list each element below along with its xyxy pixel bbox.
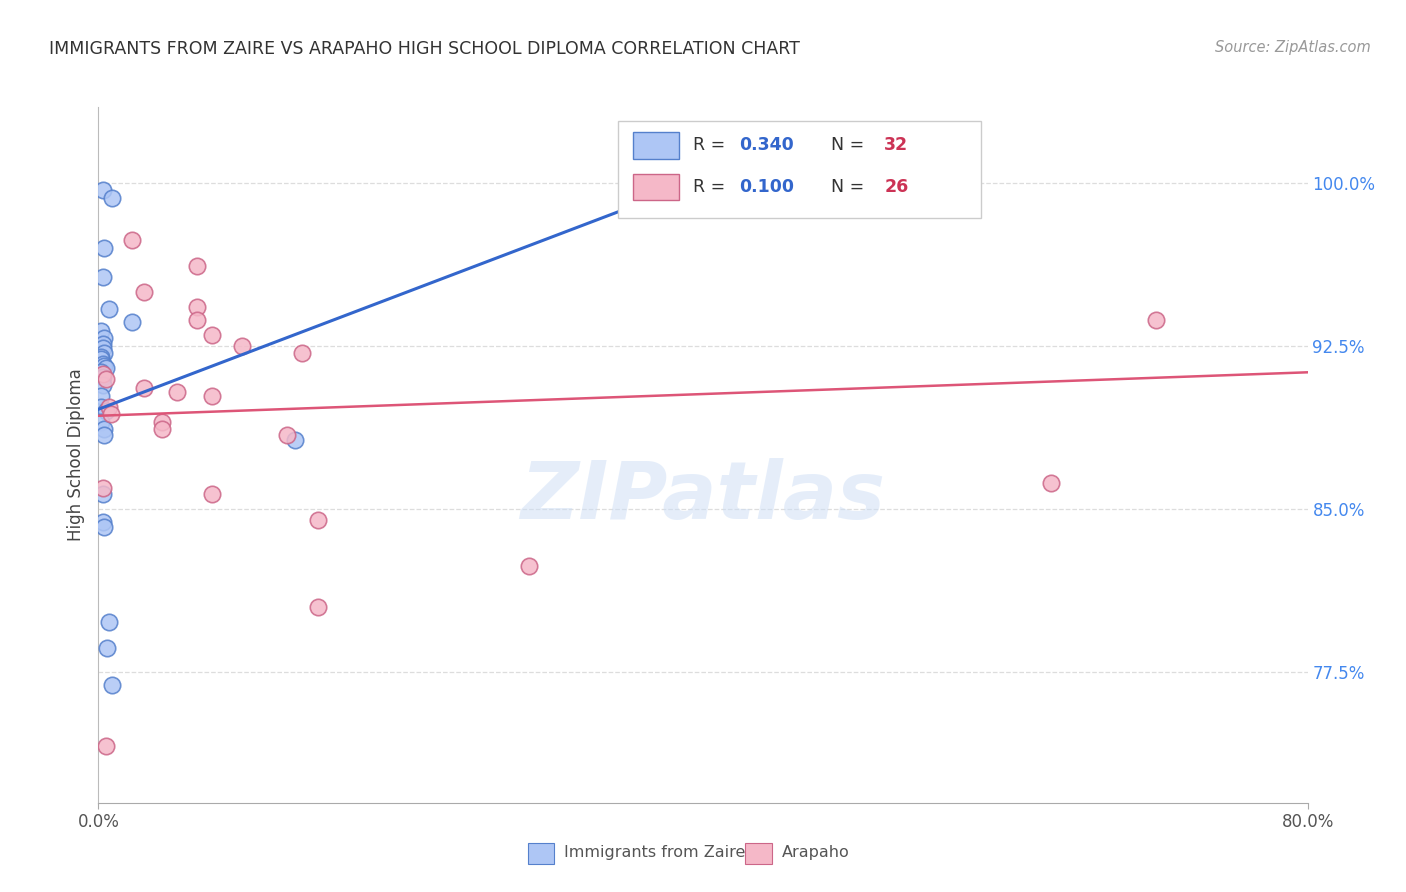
Point — [98, 400, 121, 414]
Point — [91, 481, 114, 495]
Text: N =: N = — [820, 178, 870, 196]
FancyBboxPatch shape — [619, 121, 981, 219]
Point — [93, 519, 115, 533]
Point — [94, 360, 117, 375]
Point — [150, 422, 173, 436]
Point — [91, 516, 114, 530]
Point — [91, 337, 114, 351]
Text: ZIPatlas: ZIPatlas — [520, 458, 886, 536]
Point — [101, 191, 124, 205]
Text: R =: R = — [693, 136, 731, 154]
Text: IMMIGRANTS FROM ZAIRE VS ARAPAHO HIGH SCHOOL DIPLOMA CORRELATION CHART: IMMIGRANTS FROM ZAIRE VS ARAPAHO HIGH SC… — [49, 40, 800, 58]
Point — [307, 513, 329, 527]
Point — [284, 433, 307, 447]
Point — [98, 615, 121, 630]
Point — [91, 269, 114, 284]
Point — [132, 285, 155, 299]
Text: 32: 32 — [884, 136, 908, 154]
Point — [276, 428, 298, 442]
Point — [90, 352, 112, 367]
Point — [201, 487, 224, 501]
Point — [91, 378, 114, 392]
FancyBboxPatch shape — [527, 843, 554, 864]
Point — [91, 369, 114, 384]
Text: 26: 26 — [884, 178, 908, 196]
Point — [93, 330, 115, 344]
Point — [90, 324, 112, 338]
Point — [150, 415, 173, 429]
Point — [90, 350, 112, 364]
Point — [291, 345, 314, 359]
Text: 0.100: 0.100 — [740, 178, 794, 196]
Point — [90, 389, 112, 403]
Y-axis label: High School Diploma: High School Diploma — [67, 368, 86, 541]
FancyBboxPatch shape — [633, 132, 679, 159]
Point — [1144, 313, 1167, 327]
Point — [100, 407, 122, 421]
Text: Arapaho: Arapaho — [782, 846, 849, 861]
Point — [90, 400, 112, 414]
Point — [94, 404, 117, 418]
Point — [91, 183, 114, 197]
Point — [90, 415, 112, 429]
Point — [91, 357, 114, 371]
Point — [121, 315, 143, 329]
FancyBboxPatch shape — [633, 174, 679, 201]
Point — [186, 300, 208, 314]
Point — [93, 422, 115, 436]
Text: Source: ZipAtlas.com: Source: ZipAtlas.com — [1215, 40, 1371, 55]
Text: R =: R = — [693, 178, 731, 196]
Point — [1039, 476, 1062, 491]
Point — [186, 259, 208, 273]
Point — [307, 600, 329, 615]
Point — [517, 558, 540, 573]
Point — [96, 641, 118, 656]
Text: 0.340: 0.340 — [740, 136, 794, 154]
FancyBboxPatch shape — [745, 843, 772, 864]
Point — [93, 359, 115, 373]
Point — [186, 313, 208, 327]
Text: N =: N = — [820, 136, 870, 154]
Point — [91, 487, 114, 501]
Point — [132, 380, 155, 394]
Point — [121, 233, 143, 247]
Point — [98, 302, 121, 317]
Point — [166, 384, 188, 399]
Point — [91, 368, 114, 382]
Point — [93, 428, 115, 442]
Text: Immigrants from Zaire: Immigrants from Zaire — [564, 846, 745, 861]
Point — [90, 365, 112, 379]
Point — [201, 389, 224, 403]
Point — [201, 328, 224, 343]
Point — [94, 739, 117, 754]
Point — [94, 372, 117, 386]
Point — [101, 678, 124, 692]
Point — [93, 345, 115, 359]
Point — [93, 241, 115, 255]
Point — [231, 339, 253, 353]
Point — [91, 342, 114, 356]
